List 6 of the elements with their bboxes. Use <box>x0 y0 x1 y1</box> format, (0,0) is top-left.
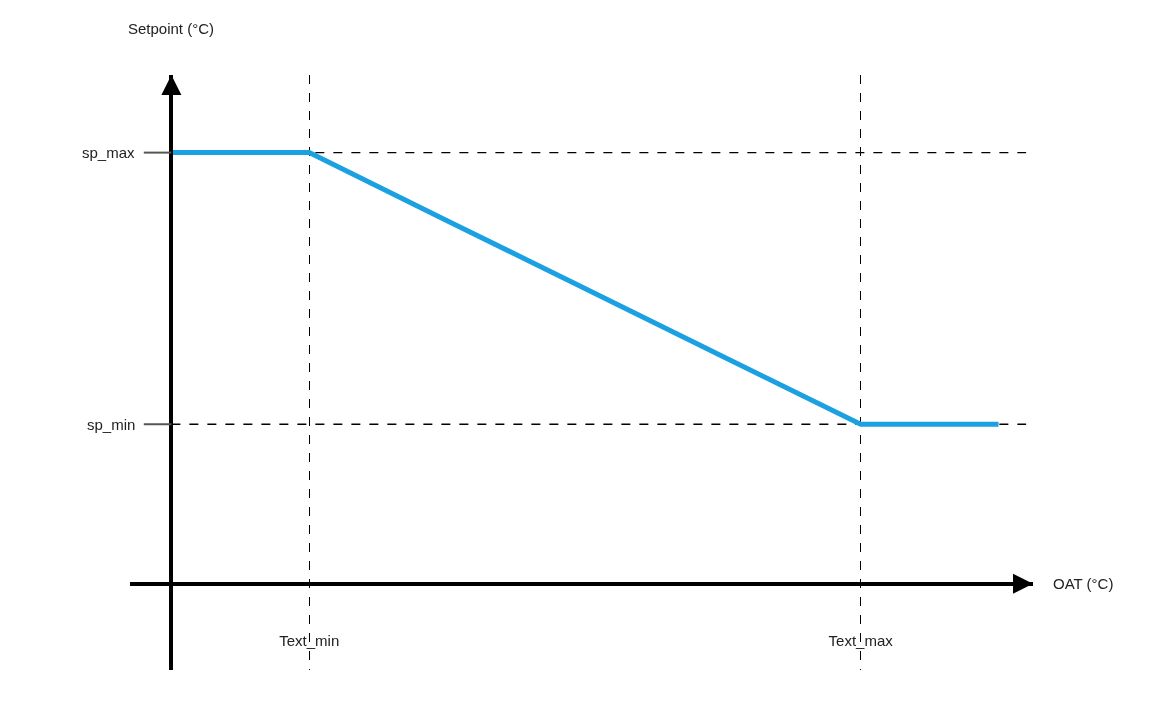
x-axis-title: OAT (°C) <box>1053 575 1114 592</box>
x-tick-label: Text_max <box>828 631 894 649</box>
ref-line-label: sp_min <box>87 416 136 433</box>
ref-line-label: sp_max <box>82 144 136 161</box>
x-tick-label: Text_min <box>279 631 340 649</box>
text: Setpoint (°C) <box>128 20 215 37</box>
